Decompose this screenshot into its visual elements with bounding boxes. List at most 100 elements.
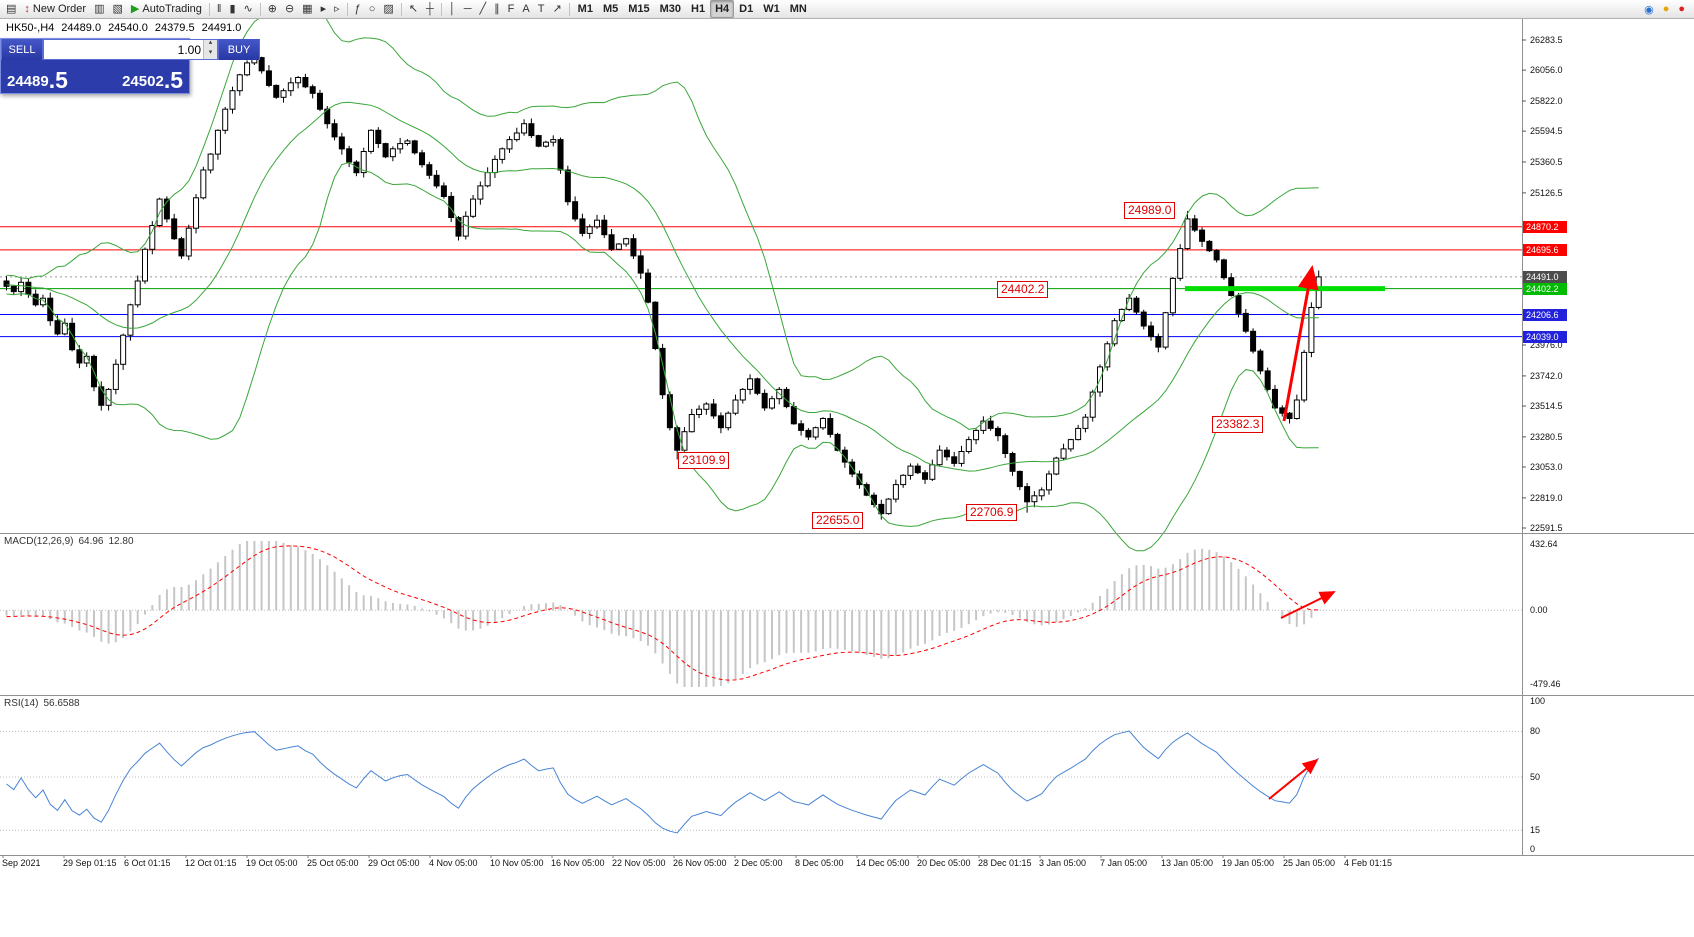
- bar-close: 24491.0: [201, 22, 242, 34]
- timeframe-m5-button-label: M5: [602, 3, 619, 15]
- price-scale-tick-label: 23053.0: [1530, 462, 1563, 472]
- text-label-icon[interactable]: T: [534, 0, 549, 18]
- time-axis-label: 8 Dec 05:00: [795, 858, 844, 868]
- crosshair-icon[interactable]: ┼: [422, 0, 438, 18]
- time-axis-label: 16 Nov 05:00: [551, 858, 605, 868]
- bollinger-middle-band[interactable]: [6, 101, 1319, 472]
- arrows-icon-icon: ↗: [552, 2, 562, 15]
- auto-scroll-icon[interactable]: ▸: [317, 0, 331, 18]
- time-axis-label: 14 Dec 05:00: [856, 858, 910, 868]
- price-scale-tick-label: 26283.5: [1530, 35, 1563, 45]
- timeframe-m15-button[interactable]: M15: [623, 0, 654, 18]
- text-icon[interactable]: A: [518, 0, 533, 18]
- timeframe-m30-button-label: M30: [659, 3, 682, 15]
- volume-input[interactable]: [44, 40, 203, 59]
- timeframe-h4-button[interactable]: H4: [710, 0, 735, 18]
- volume-up-button[interactable]: ▴: [203, 39, 217, 50]
- annotation-arrow[interactable]: [1280, 591, 1336, 619]
- bar-chart-icon-icon: ‖: [216, 2, 222, 15]
- vertical-line-icon[interactable]: │: [445, 0, 460, 18]
- fibonacci-icon[interactable]: F: [504, 0, 519, 18]
- rsi-scale-label: 80: [1530, 726, 1541, 737]
- toolbar: ▤ ↕ New Order ▥ ▧ ▶ AutoTrading ‖ ▮ ∿ ⊕ ⊖ ▦ ▸ ▹ ƒ ○ ▨ ↖ ┼ │ ─…: [0, 0, 1694, 19]
- new-chart-icon: ▤: [6, 2, 17, 15]
- price-annotation[interactable]: 22655.0: [812, 512, 864, 529]
- macd-scale-top: 432.64: [1530, 539, 1558, 549]
- time-axis-label: 13 Jan 05:00: [1161, 858, 1214, 868]
- new-chart-button[interactable]: ▤: [2, 0, 20, 18]
- buy-price[interactable]: 24502.5: [95, 60, 189, 93]
- horizontal-line-icon-icon: ─: [463, 2, 472, 15]
- cursor-icon-icon: ↖: [408, 2, 419, 15]
- timeframe-m5-button[interactable]: M5: [598, 0, 623, 18]
- time-axis-label: 19 Oct 05:00: [246, 858, 298, 868]
- time-axis-label: 28 Dec 01:15: [978, 858, 1032, 868]
- bollinger-lower-band[interactable]: [6, 161, 1319, 552]
- autotrading-icon: ▶: [130, 2, 140, 15]
- navigator-icon[interactable]: ▧: [109, 0, 127, 18]
- price-annotation[interactable]: 23382.3: [1212, 416, 1264, 433]
- bollinger-upper-band[interactable]: [6, 0, 1319, 430]
- time-axis-label: 25 Jan 05:00: [1283, 858, 1336, 868]
- horizontal-line-icon[interactable]: ─: [460, 0, 476, 18]
- volume-stepper[interactable]: ▴ ▾: [43, 39, 218, 60]
- annotation-arrow[interactable]: [1268, 758, 1319, 800]
- price-annotation[interactable]: 22706.9: [966, 504, 1018, 521]
- price-scale-tick-label: 25126.5: [1530, 187, 1563, 198]
- volume-down-button[interactable]: ▾: [203, 49, 217, 59]
- timeframe-mn-button[interactable]: MN: [785, 0, 812, 18]
- buy-button[interactable]: BUY: [218, 39, 260, 60]
- arrows-icon[interactable]: ↗: [548, 0, 565, 18]
- periods-icon[interactable]: ○: [365, 0, 380, 18]
- timeframe-m30-button[interactable]: M30: [655, 0, 686, 18]
- price-annotation[interactable]: 23109.9: [678, 452, 730, 469]
- price-annotation[interactable]: 24989.0: [1124, 202, 1176, 219]
- price-scale-tick-label: 22819.0: [1530, 492, 1563, 503]
- sell-button[interactable]: SELL: [1, 39, 43, 60]
- rsi-scale-label: 0: [1530, 844, 1536, 854]
- tile-windows-icon[interactable]: ▦: [298, 0, 316, 18]
- symbol-ohlc-header: HK50-,H4 24489.0 24540.0 24379.5 24491.0: [6, 22, 248, 34]
- bar-open: 24489.0: [61, 22, 102, 34]
- timeframe-d1-button[interactable]: D1: [734, 0, 758, 18]
- time-axis-label: 25 Oct 05:00: [307, 858, 359, 868]
- macd-histogram: [5, 541, 1320, 687]
- time-axis-label: 26 Nov 05:00: [673, 858, 727, 868]
- sell-price[interactable]: 24489.5: [1, 60, 95, 93]
- new-order-icon: ↕: [24, 2, 30, 15]
- new-order-button[interactable]: ↕ New Order: [20, 0, 90, 18]
- equidistant-channel-icon[interactable]: ∥: [490, 0, 504, 18]
- crosshair-icon-icon: ┼: [426, 2, 434, 15]
- annotation-arrow[interactable]: [1282, 265, 1319, 422]
- zoom-out-icon[interactable]: ⊖: [281, 0, 298, 18]
- templates-icon[interactable]: ▨: [379, 0, 397, 18]
- zoom-out-icon-icon: ⊖: [284, 2, 295, 15]
- candlestick-chart-icon[interactable]: ▮: [225, 0, 239, 18]
- price-annotation[interactable]: 24402.2: [997, 281, 1049, 298]
- timeframe-m1-button[interactable]: M1: [573, 0, 598, 18]
- trendline-icon[interactable]: ╱: [476, 0, 491, 18]
- navigator-icon-icon: ▧: [112, 2, 123, 15]
- record-icon[interactable]: ●: [1678, 3, 1685, 15]
- timeframe-h1-button[interactable]: H1: [686, 0, 710, 18]
- community-icon[interactable]: ◉: [1644, 3, 1654, 16]
- cursor-icon[interactable]: ↖: [405, 0, 422, 18]
- rsi-title-text: RSI(14): [4, 698, 39, 709]
- price-scale-tick-label: 25822.0: [1530, 96, 1563, 106]
- indicators-icon[interactable]: ƒ: [351, 0, 365, 18]
- market-watch-icon[interactable]: ▥: [90, 0, 108, 18]
- periods-icon-icon: ○: [368, 2, 376, 15]
- price-scale-tick-label: 25594.5: [1530, 126, 1563, 137]
- price-line-badge: 24695.6: [1523, 243, 1567, 256]
- indicators-icon-icon: ƒ: [354, 2, 361, 15]
- zoom-in-icon[interactable]: ⊕: [264, 0, 281, 18]
- alert-icon[interactable]: ●: [1662, 3, 1670, 15]
- zoom-in-icon-icon: ⊕: [267, 2, 277, 15]
- market-watch-icon-icon: ▥: [94, 2, 105, 15]
- chart-shift-icon[interactable]: ▹: [330, 0, 344, 18]
- autotrading-button[interactable]: ▶ AutoTrading: [127, 0, 206, 18]
- bar-chart-icon[interactable]: ‖: [213, 0, 226, 18]
- timeframe-w1-button[interactable]: W1: [758, 0, 785, 18]
- line-chart-icon[interactable]: ∿: [240, 0, 257, 18]
